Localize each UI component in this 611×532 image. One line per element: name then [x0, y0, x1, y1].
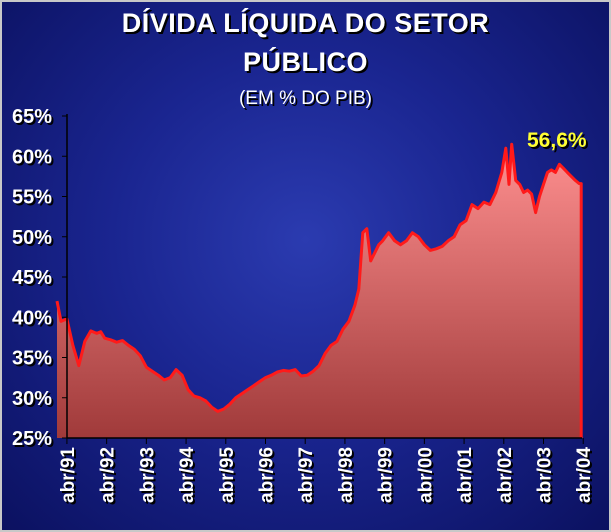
x-tick-label-shadow: abr/02 [497, 449, 518, 505]
series-line [55, 142, 583, 438]
x-tick-label-shadow: abr/96 [259, 449, 280, 505]
y-tick-label-shadow: 40% [14, 309, 54, 331]
x-tick-label: abr/96 [257, 447, 278, 503]
x-tick-label: abr/98 [336, 447, 357, 503]
x-tick-label: abr/01 [455, 447, 476, 503]
x-tick-label-shadow: abr/03 [537, 449, 558, 505]
y-tick-label-shadow: 50% [14, 229, 54, 251]
y-tick-label: 35% [12, 348, 52, 370]
x-tick-label-shadow: abr/91 [60, 449, 81, 505]
x-tick-label: abr/03 [535, 447, 556, 503]
y-tick-label-shadow: 25% [14, 430, 54, 452]
x-tick-label-shadow: abr/99 [378, 449, 399, 505]
series-area [57, 144, 582, 438]
y-tick-label: 65% [12, 106, 52, 128]
y-tick-label: 45% [12, 267, 52, 289]
y-tick-label: 30% [12, 388, 52, 410]
y-tick-label-shadow: 35% [14, 350, 54, 372]
y-tick-label: 60% [12, 146, 52, 168]
y-tick-label-shadow: 65% [14, 108, 54, 130]
x-tick-label-shadow: abr/04 [576, 449, 597, 505]
x-tick-label: abr/97 [296, 447, 317, 503]
y-tick-label-shadow: 30% [14, 390, 54, 412]
annotation-shadow: 56,6% [529, 131, 589, 154]
y-tick-label: 50% [12, 227, 52, 249]
x-tick-label: abr/91 [58, 447, 79, 503]
x-tick-label-shadow: abr/97 [298, 449, 319, 505]
y-tick-label-shadow: 55% [14, 189, 54, 211]
x-tick-label: abr/93 [137, 447, 158, 503]
y-tick-label: 25% [12, 428, 52, 450]
x-tick-label: abr/00 [415, 447, 436, 503]
x-tick-label-shadow: abr/00 [417, 449, 438, 505]
y-tick-label: 40% [12, 307, 52, 329]
x-tick-label: abr/94 [177, 447, 198, 503]
x-tick-label-shadow: abr/93 [139, 449, 160, 505]
x-tick-label: abr/95 [217, 447, 238, 503]
chart-title-line2: PÚBLICO [243, 47, 368, 77]
y-tick-label: 55% [12, 187, 52, 209]
x-tick-label: abr/99 [376, 447, 397, 503]
chart-title-line1: DÍVIDA LÍQUIDA DO SETOR [121, 8, 490, 38]
x-tick-label-shadow: abr/01 [457, 449, 478, 505]
chart-subtitle: (EM % DO PIB) [238, 88, 372, 109]
last-value-annotation: 56,6% [527, 129, 587, 152]
x-tick-label: abr/02 [495, 447, 516, 503]
x-tick-label-shadow: abr/95 [219, 449, 240, 505]
x-tick-label-shadow: abr/92 [100, 449, 121, 505]
x-tick-label: abr/04 [574, 447, 595, 503]
y-tick-label-shadow: 60% [14, 148, 54, 170]
y-tick-label-shadow: 45% [14, 269, 54, 291]
x-tick-label: abr/92 [98, 447, 119, 503]
x-tick-label-shadow: abr/98 [338, 449, 359, 505]
x-tick-label-shadow: abr/94 [179, 449, 200, 505]
